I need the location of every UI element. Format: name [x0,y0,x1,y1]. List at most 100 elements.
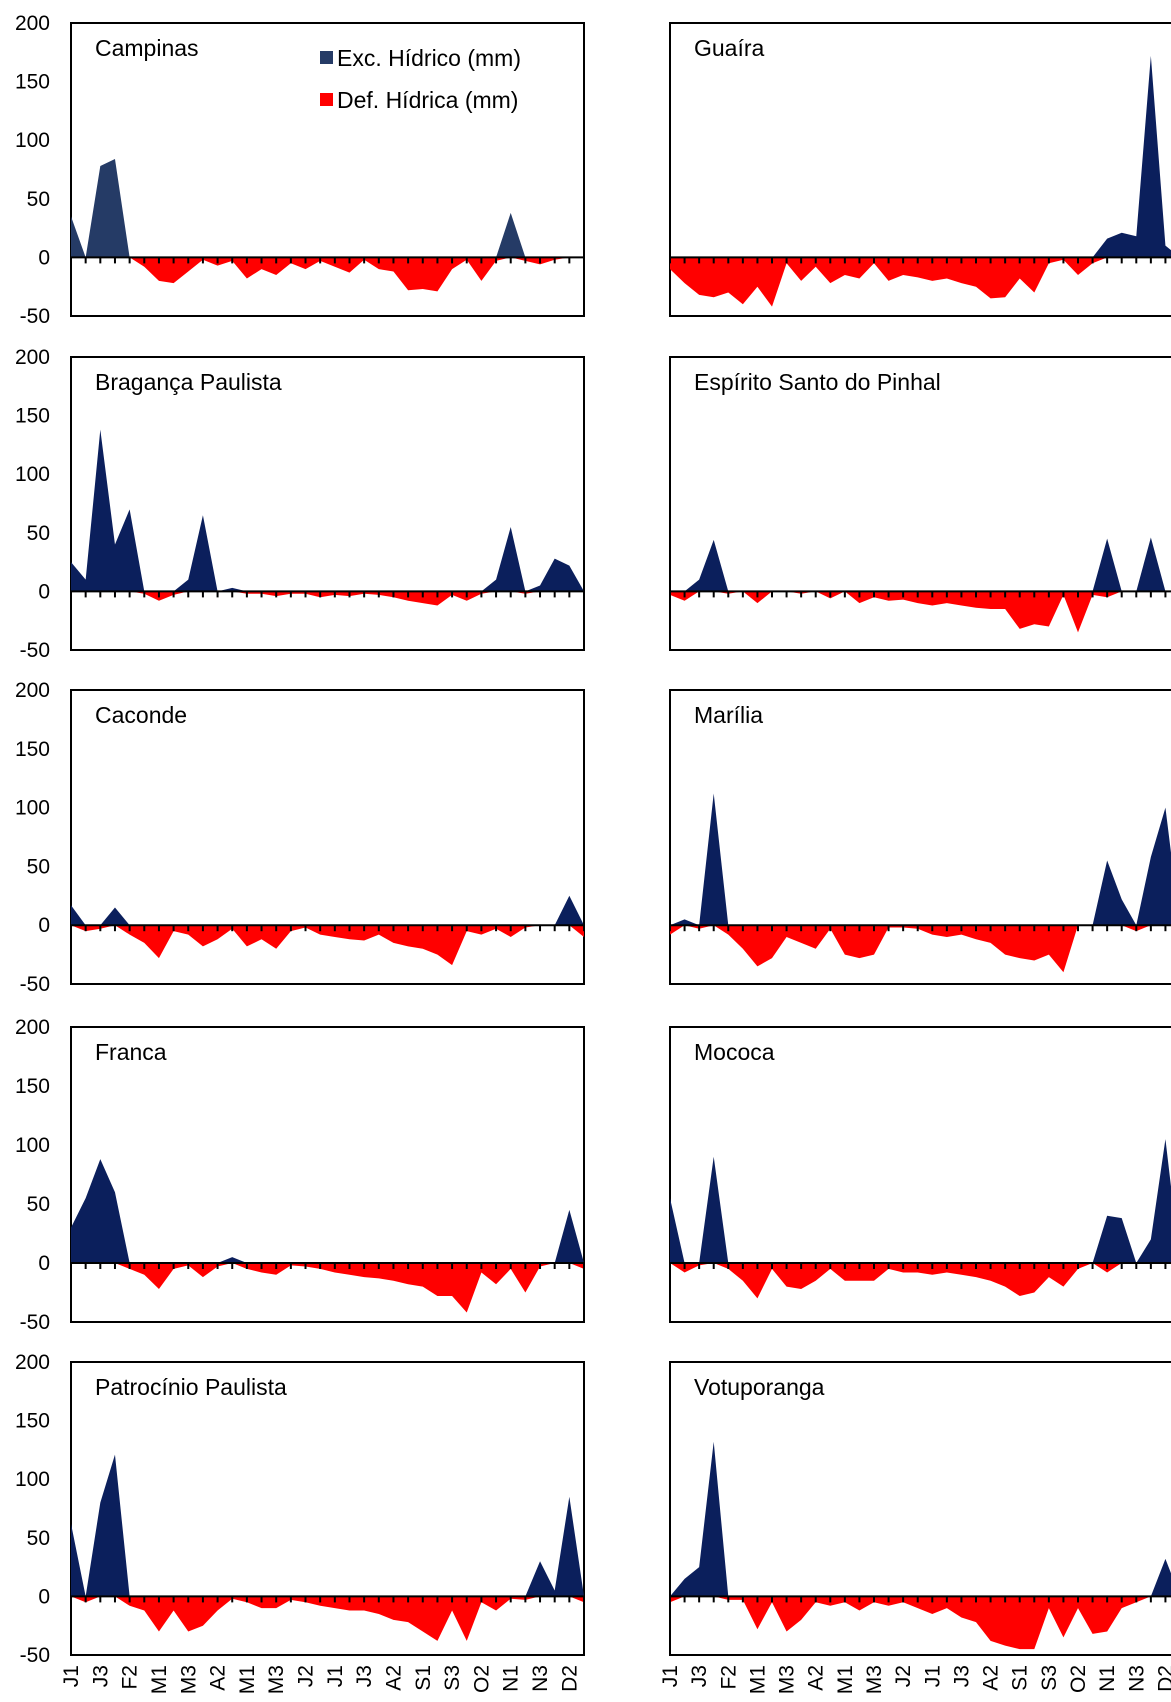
chart-panels: Campinas Guaíra Bragança Paulista Espírito … [70,22,1171,1656]
x-tick-label: J1 [921,1665,944,1687]
series-excess-area [670,537,1171,592]
panel-title-votuporanga: Votuporanga [694,1374,825,1400]
x-tick-label: J3 [89,1665,112,1687]
plot-frame [669,1361,1171,1656]
x-tick-label: A2 [207,1665,230,1691]
series-excess-area [71,158,584,258]
y-tick-label: 100 [15,129,50,152]
series-deficit-area [71,591,584,606]
panel-braganca-paulista: Bragança Paulista [70,356,585,651]
x-tick-label: M3 [265,1665,288,1694]
series-excess-area [670,1139,1171,1263]
series-excess-area [670,1441,1171,1597]
x-tick-label: M1 [746,1665,769,1694]
x-tick-label: D2 [1154,1665,1171,1692]
panel-title-mococa: Mococa [694,1039,775,1065]
y-tick-label: 150 [15,405,50,428]
x-tick-label: M3 [177,1665,200,1694]
y-tick-label: 50 [27,1527,50,1550]
y-tick-label: 50 [27,522,50,545]
x-tick-label: J2 [892,1665,915,1687]
panel-guaira: Guaíra [669,22,1171,317]
series-deficit-area [670,1596,1171,1650]
panel-title-braganca-paulista: Bragança Paulista [95,369,282,395]
y-tick-label: -50 [20,1644,50,1667]
plot-frame [669,22,1171,317]
panel-title-caconde: Caconde [95,702,187,728]
x-tick-label: N3 [1125,1665,1148,1692]
series-excess-area [71,895,584,926]
x-tick-label: J3 [353,1665,376,1687]
series-excess-area [71,429,584,592]
y-tick-label: 50 [27,188,50,211]
y-tick-label: 200 [15,1016,50,1039]
panel-patrocinio-paulista: Patrocínio Paulista [70,1361,585,1656]
x-tick-label: D2 [558,1665,581,1692]
y-tick-label: -50 [20,973,50,996]
y-tick-label: -50 [20,1311,50,1334]
y-tick-label: 100 [15,463,50,486]
y-tick-label: 0 [38,1585,50,1608]
x-tick-label: N1 [1096,1665,1119,1692]
panel-title-franca: Franca [95,1039,167,1065]
panel-campinas: Campinas [70,22,585,317]
x-tick-label: S1 [412,1665,435,1691]
y-tick-label: -50 [20,305,50,328]
x-tick-label: A2 [382,1665,405,1691]
series-deficit-area [71,257,584,292]
y-tick-label: 150 [15,71,50,94]
x-tick-label: J1 [60,1665,83,1687]
panel-marilia: Marília [669,689,1171,985]
series-deficit-area [71,925,584,966]
series-deficit-area [670,925,1171,973]
plot-frame [70,356,585,651]
x-tick-label: J1 [659,1665,682,1687]
panel-title-guaira: Guaíra [694,35,765,61]
x-axis-tick-labels: J1 J3 F2 M1 M3 A2 M1 M3 J2 J1 J3 A2 S1 S3 O2 N1 N3 D2 J1 J3… [60,1665,1171,1694]
panel-votuporanga: Votuporanga [669,1361,1171,1656]
y-tick-label: 0 [38,914,50,937]
x-tick-label: N3 [529,1665,552,1692]
panel-espirito-santo-do-pinhal: Espírito Santo do Pinhal [669,356,1171,651]
panel-caconde: Caconde [70,689,585,985]
plot-frame [70,1026,585,1323]
plot-frame [669,689,1171,985]
y-tick-label: 200 [15,1351,50,1374]
x-tick-label: M3 [776,1665,799,1694]
plot-frame [669,1026,1171,1323]
x-tick-label: A2 [805,1665,828,1691]
panel-title-patrocinio-paulista: Patrocínio Paulista [95,1374,287,1400]
panel-title-espirito-santo-do-pinhal: Espírito Santo do Pinhal [694,369,941,395]
legend-swatch-deficit [320,93,333,106]
x-tick-label: S3 [1038,1665,1061,1691]
y-tick-label: -50 [20,639,50,662]
x-tick-label: O2 [470,1665,493,1693]
series-excess-area [71,1159,584,1263]
y-tick-label: 50 [27,855,50,878]
x-tick-label: J2 [295,1665,318,1687]
series-deficit-area [670,591,1171,633]
series-deficit-area [71,1263,584,1313]
y-tick-label: 200 [15,346,50,369]
series-excess-area [670,793,1171,926]
x-tick-label: A2 [980,1665,1003,1691]
x-tick-label: M1 [834,1665,857,1694]
x-tick-label: M1 [148,1665,171,1694]
x-tick-label: J3 [950,1665,973,1687]
series-deficit-area [670,1263,1171,1299]
y-tick-label: 50 [27,1193,50,1216]
plot-frame [70,689,585,985]
plot-frame [70,22,585,317]
legend-swatch-excess [320,51,333,64]
y-tick-label: 150 [15,1075,50,1098]
plot-frame [70,1361,585,1656]
x-tick-label: M3 [863,1665,886,1694]
panel-title-marilia: Marília [694,702,763,728]
x-tick-label: S1 [1009,1665,1032,1691]
legend-label-deficit: Def. Hídrica (mm) [337,87,518,113]
panel-franca: Franca [70,1026,585,1323]
x-tick-label: N1 [500,1665,523,1692]
series-excess-area [71,1454,584,1597]
panel-title-campinas: Campinas [95,35,199,61]
